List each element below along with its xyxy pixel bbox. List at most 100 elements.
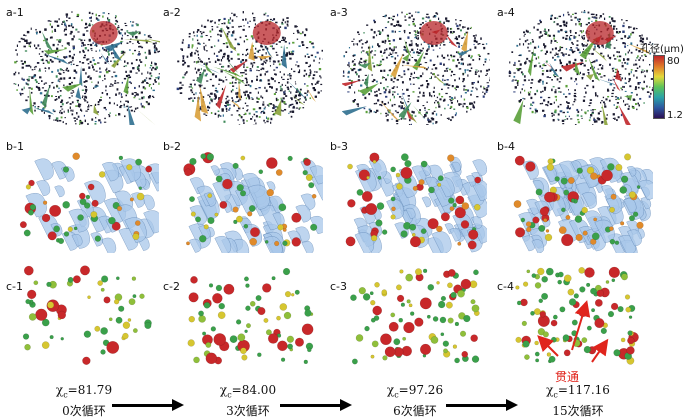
pore-voxel [33,102,36,105]
pore-voxel [85,80,88,83]
pore-voxel [207,109,209,111]
pore-voxel [197,28,200,32]
pore-voxel [542,80,544,83]
pore-sphere [24,343,31,351]
pore-voxel [381,58,385,61]
pore-voxel [427,109,431,111]
pore-voxel [114,16,117,19]
pore-voxel [23,45,26,48]
pore-sphere [222,178,233,190]
pore-voxel [617,98,620,100]
pore-voxel [360,51,362,54]
pore-voxel [97,81,99,84]
pore-throat [600,185,614,200]
pore-voxel [71,11,73,13]
pore-voxel [516,44,519,47]
pore-voxel [298,108,300,110]
pore-voxel [210,99,213,102]
pore-voxel [14,61,17,64]
pore-voxel [379,50,382,53]
pore-voxel [16,89,18,91]
pore-voxel [580,23,582,25]
pore-voxel [72,45,75,47]
pore-voxel [150,75,153,77]
pore-voxel [650,78,654,80]
pore-sphere [561,207,566,213]
pore-voxel [283,101,286,104]
pore-voxel [192,99,194,102]
pore-voxel [206,50,208,52]
pore-voxel [71,113,74,116]
pore-voxel [383,77,386,79]
pore-sphere [530,310,535,316]
pore-sphere [526,226,532,233]
pore-voxel [357,79,361,82]
pore-voxel [544,53,547,55]
pore-sphere [620,273,628,281]
pore-voxel [103,106,107,109]
pore-voxel [95,84,98,86]
pore-voxel [389,98,391,102]
pore-voxel [132,35,134,38]
pore-fracture [104,41,124,52]
pore-voxel [456,38,459,41]
pore-voxel [73,35,75,38]
pore-voxel [91,66,94,69]
pore-voxel [30,65,32,69]
pore-voxel [238,81,241,84]
pore-voxel [348,86,351,89]
pore-voxel [217,33,219,36]
pore-voxel [543,47,546,49]
pore-fracture [43,49,67,55]
pore-voxel [372,62,375,64]
pore-throat [188,238,202,253]
pore-voxel [636,108,638,111]
pore-voxel [422,105,425,107]
pore-voxel [362,93,365,96]
pore-voxel [90,16,92,19]
pore-voxel [264,73,266,76]
pore-voxel [616,97,620,99]
caption-3: χc=117.16 15次循环 [546,383,610,419]
pore-voxel [443,21,445,25]
pore-voxel [408,24,411,26]
pore-voxel [563,23,566,27]
pore-voxel [389,42,391,45]
pore-voxel [552,56,554,59]
pore-voxel [638,104,641,107]
pore-voxel [643,102,645,104]
pore-sphere [574,215,583,223]
pore-voxel [630,69,633,71]
pore-voxel [98,15,101,17]
pore-voxel [138,98,141,100]
pore-fracture [281,44,288,69]
pore-voxel [184,61,186,64]
pore-voxel [351,68,354,72]
pore-voxel [567,54,571,56]
pore-voxel [297,99,300,101]
pore-voxel [65,55,68,59]
pore-voxel [458,103,461,106]
pore-voxel [638,35,642,37]
pore-voxel [383,51,386,54]
label-a4: a-4 [497,6,515,19]
pore-voxel [271,110,274,112]
pore-sphere [100,287,105,292]
pore-voxel [82,33,85,37]
pore-voxel [396,123,399,125]
pore-voxel [379,93,382,95]
pore-voxel [53,110,56,113]
pore-sphere [628,315,633,319]
pore-voxel [191,87,194,89]
pore-voxel [423,41,426,43]
pore-voxel [608,99,611,102]
pore-voxel [203,25,207,28]
pore-voxel [382,52,385,54]
pore-voxel [306,93,308,97]
pore-fracture [513,99,524,125]
pore-sphere [219,201,228,209]
pore-voxel [46,55,49,58]
pore-voxel [427,119,430,121]
pore-voxel [245,18,247,21]
pore-voxel [438,102,440,106]
